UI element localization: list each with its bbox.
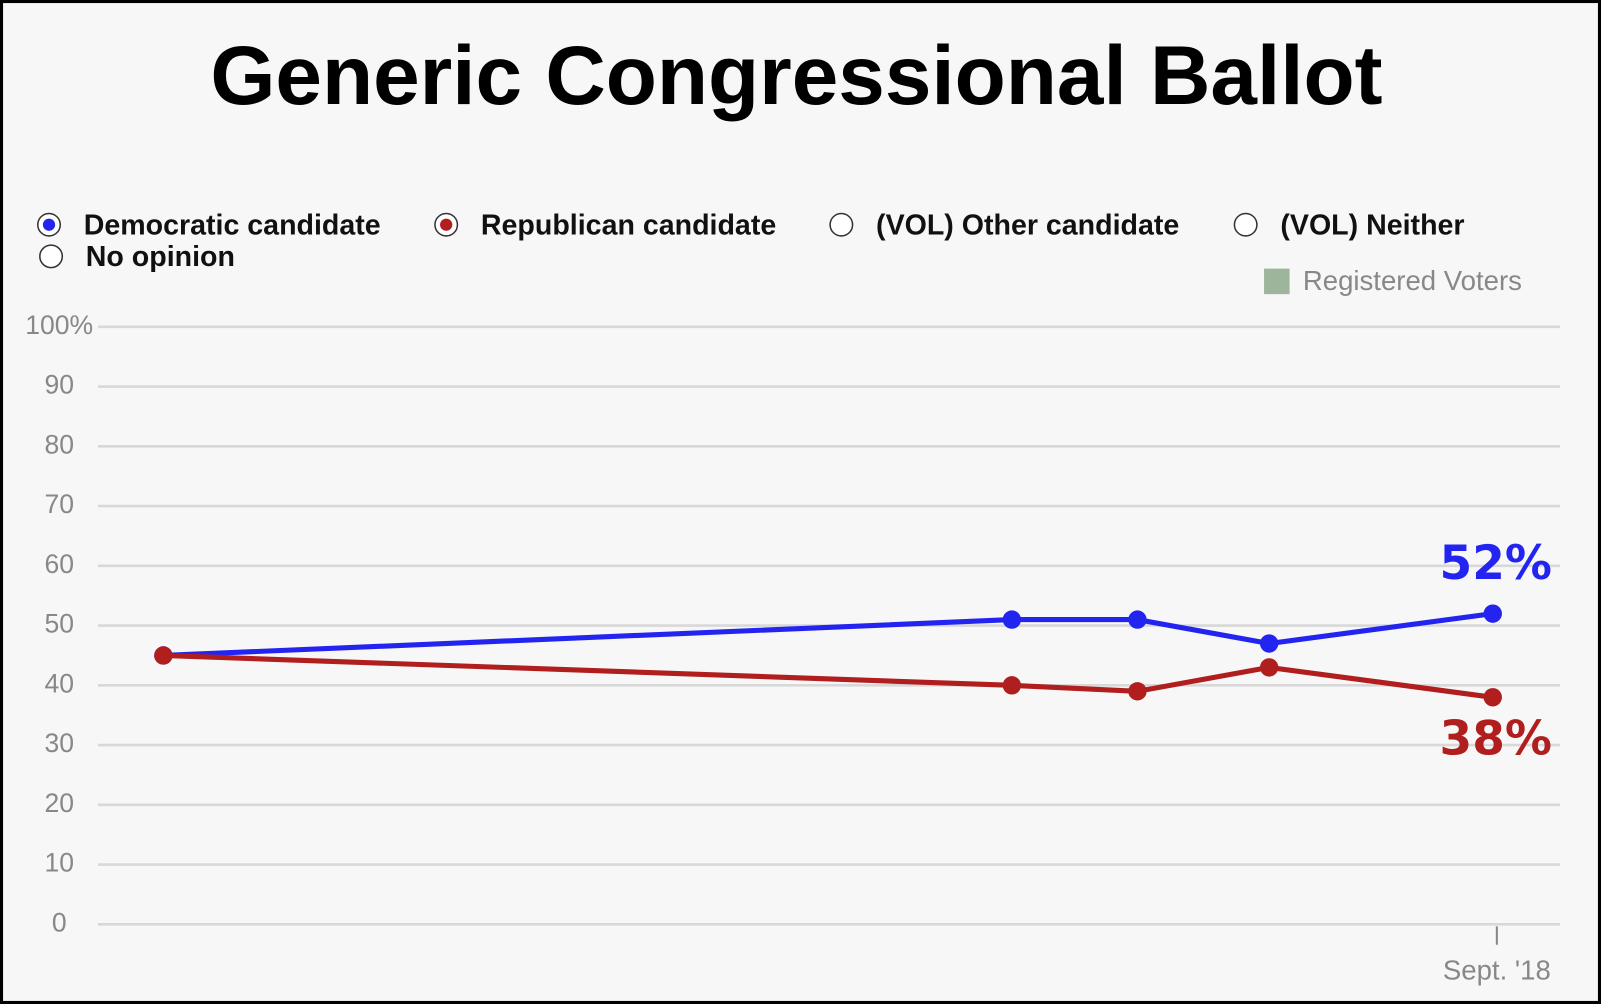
- value-label: 38%: [1440, 712, 1552, 767]
- y-tick-label: 40: [44, 668, 74, 698]
- y-tick-label: 100%: [25, 310, 93, 340]
- data-point: [1128, 682, 1147, 701]
- x-tick-label: Sept. '18: [1443, 955, 1551, 986]
- legend-label[interactable]: Republican candidate: [481, 209, 776, 241]
- y-tick-label: 20: [44, 788, 74, 818]
- filter-swatch: [1264, 268, 1290, 295]
- legend-radio[interactable]: [1233, 212, 1258, 237]
- data-point: [1259, 634, 1279, 653]
- data-point: [154, 646, 173, 665]
- y-tick-label: 50: [44, 609, 74, 639]
- legend-dot: [440, 218, 453, 231]
- legend-label[interactable]: (VOL) Neither: [1280, 209, 1464, 241]
- data-point: [1483, 688, 1502, 707]
- data-point: [1002, 610, 1022, 629]
- legend-label[interactable]: (VOL) Other candidate: [876, 209, 1179, 241]
- legend-radio[interactable]: [39, 244, 64, 269]
- y-tick-label: 0: [52, 907, 67, 937]
- legend-label[interactable]: Democratic candidate: [84, 209, 381, 241]
- filter-label: Registered Voters: [1303, 265, 1522, 296]
- y-tick-label: 80: [44, 429, 74, 459]
- y-tick-label: 30: [44, 728, 74, 758]
- y-tick-label: 60: [44, 549, 74, 579]
- value-label: 52%: [1440, 536, 1552, 591]
- y-tick-label: 10: [44, 848, 74, 878]
- data-point: [1128, 610, 1147, 629]
- chart-title: Generic Congressional Ballot: [210, 28, 1382, 122]
- data-point: [1483, 604, 1502, 623]
- legend-dot: [42, 218, 56, 231]
- data-point: [1002, 676, 1022, 695]
- data-point: [1259, 658, 1279, 677]
- legend-radio[interactable]: [829, 212, 854, 237]
- y-tick-label: 70: [44, 489, 74, 519]
- legend-label[interactable]: No opinion: [86, 241, 235, 273]
- y-tick-label: 90: [44, 370, 74, 400]
